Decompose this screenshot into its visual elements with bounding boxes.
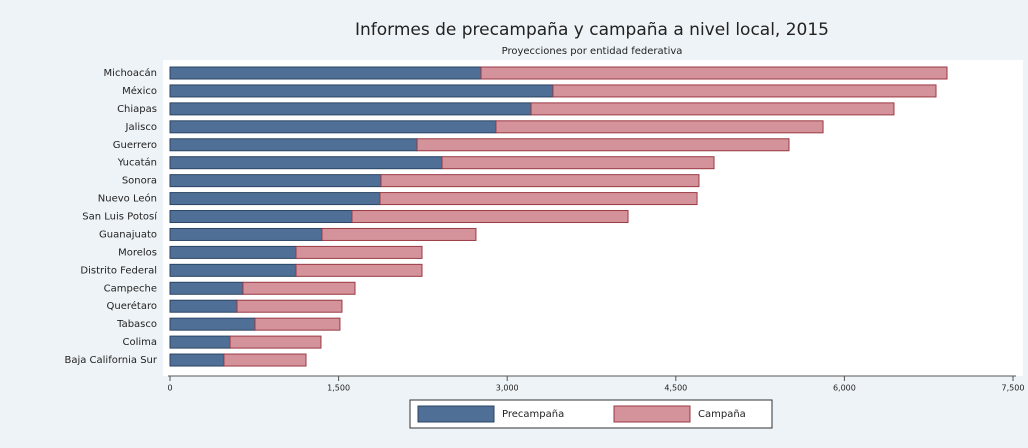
bar-segment [169, 227, 323, 241]
bar-segment [169, 353, 225, 367]
bar-segment [552, 84, 937, 98]
bar-segment [380, 174, 700, 188]
y-tick-label: Distrito Federal [80, 265, 157, 276]
bar-segment [254, 317, 341, 331]
bar-segment [169, 210, 353, 224]
y-tick-label: Guanajuato [99, 229, 157, 240]
bar-segment [169, 84, 554, 98]
bar-segment [236, 299, 343, 313]
bar-segment [169, 174, 382, 188]
bar-segment [169, 138, 418, 152]
bar-segment [321, 227, 477, 241]
legend-label: Campaña [698, 409, 746, 420]
x-tick-label: 4,500 [664, 384, 687, 393]
bar-segment [169, 192, 381, 206]
bar-segment [169, 245, 297, 259]
y-tick-label: Yucatán [117, 157, 157, 169]
bar-segment [480, 66, 948, 80]
legend-swatch [417, 405, 495, 423]
chart-subtitle: Proyecciones por entidad federativa [502, 46, 683, 57]
bar-segment [379, 192, 698, 206]
bar-segment [242, 281, 356, 295]
legend-label: Precampaña [502, 409, 564, 420]
y-tick-label: Nuevo León [98, 193, 157, 205]
y-tick-label: Guerrero [113, 140, 157, 151]
bar-segment [169, 281, 244, 295]
bar-segment [530, 102, 895, 116]
bar-segment [169, 263, 297, 277]
bar-segment [169, 120, 497, 134]
bar-segment [295, 263, 423, 277]
y-tick-label: Chiapas [117, 104, 157, 115]
x-tick-label: 1,500 [327, 384, 350, 393]
bar-segment [416, 138, 790, 152]
bar-segment [169, 66, 482, 80]
bar-segment [229, 335, 322, 349]
y-tick-label: Morelos [118, 247, 157, 258]
bar-segment [169, 335, 231, 349]
bar-segment [169, 102, 532, 116]
y-tick-label: Querétaro [107, 300, 157, 312]
bar-segment [495, 120, 824, 134]
bar-segment [169, 156, 443, 170]
bar-segment [441, 156, 715, 170]
x-tick-label: 0 [167, 384, 172, 393]
chart-title: Informes de precampaña y campaña a nivel… [355, 20, 829, 40]
bar-segment [295, 245, 423, 259]
y-tick-label: México [122, 85, 157, 97]
y-tick-label: San Luis Potosí [82, 211, 158, 223]
x-tick-label: 6,000 [833, 384, 856, 393]
bar-segment [223, 353, 307, 367]
x-tick-label: 7,500 [1002, 384, 1025, 393]
y-tick-label: Colima [122, 337, 157, 348]
y-tick-label: Baja California Sur [64, 355, 157, 366]
x-tick-label: 3,000 [496, 384, 519, 393]
bar-segment [169, 317, 256, 331]
y-tick-label: Michoacán [104, 67, 157, 79]
y-tick-label: Tabasco [116, 319, 157, 330]
y-tick-label: Campeche [104, 283, 157, 294]
bar-segment [169, 299, 238, 313]
y-tick-label: Jalisco [125, 122, 157, 133]
legend-swatch [613, 405, 691, 423]
bar-segment [351, 210, 629, 224]
y-tick-label: Sonora [122, 176, 157, 187]
